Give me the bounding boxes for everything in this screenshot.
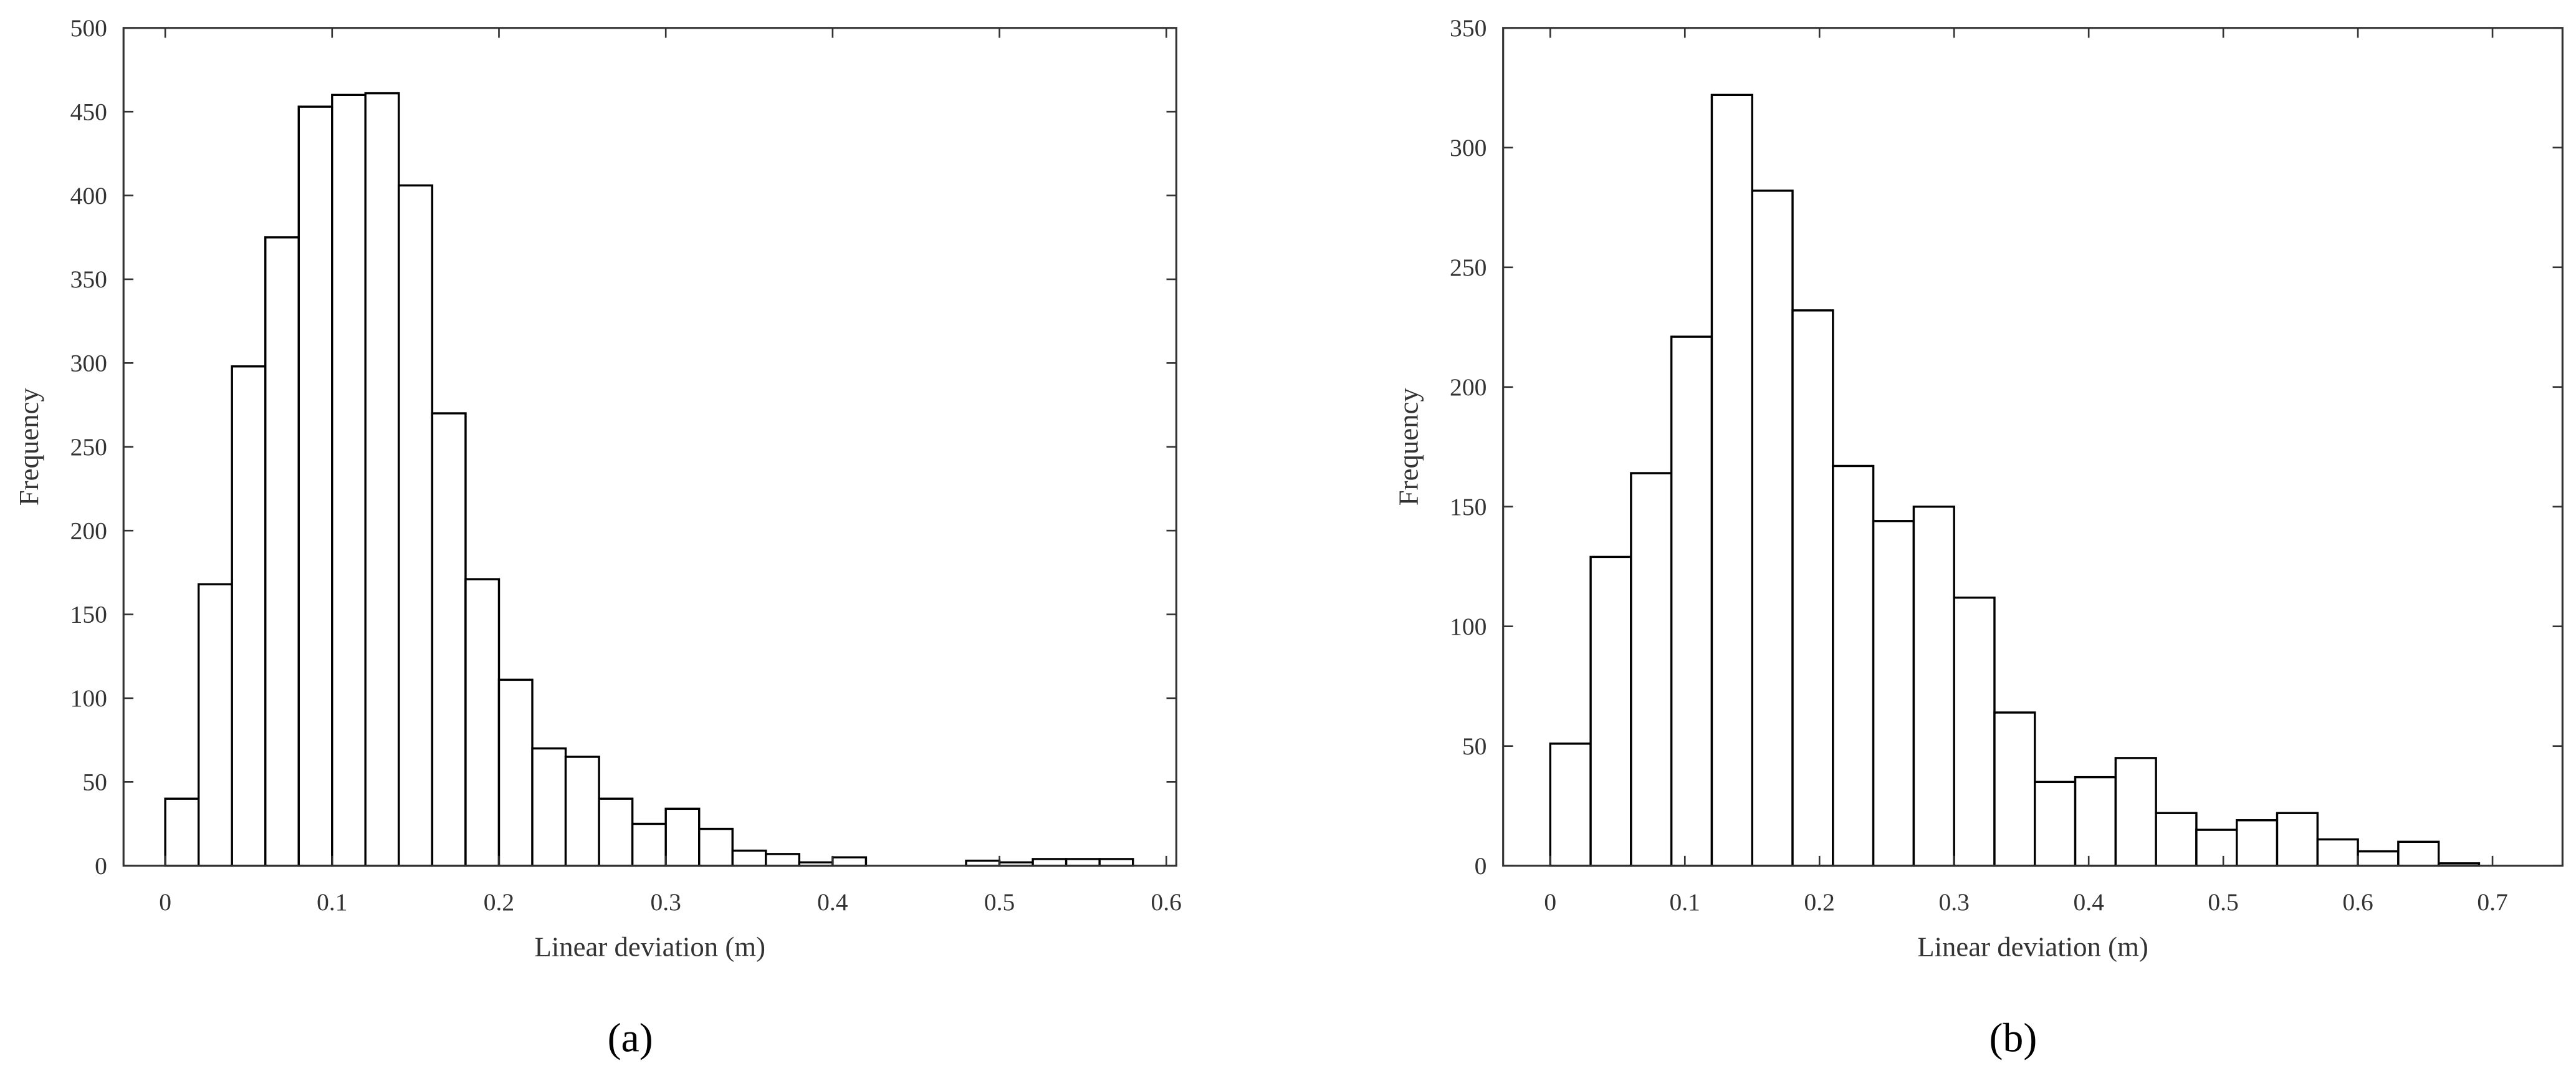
bar <box>1098 858 1134 867</box>
y-tick-label: 100 <box>70 685 107 712</box>
bar <box>2357 850 2400 867</box>
bar <box>1872 520 1915 867</box>
y-tick-label: 300 <box>1450 134 1487 161</box>
bar <box>1953 596 1996 867</box>
y-tick-label: 100 <box>1450 613 1487 640</box>
bar <box>2114 757 2157 867</box>
bar <box>598 797 634 867</box>
x-tick-label: 0.5 <box>2208 888 2238 916</box>
bar <box>631 822 667 867</box>
bar <box>831 856 868 867</box>
bar <box>1751 190 1794 867</box>
y-tick-label: 200 <box>1450 373 1487 401</box>
y-tick-label: 450 <box>70 98 107 125</box>
x-tick-label: 0.6 <box>1151 888 1182 916</box>
caption: (b) <box>1989 1015 2037 1060</box>
bar <box>297 105 333 867</box>
y-axis-label: Frequency <box>1393 388 1424 506</box>
bar <box>765 853 801 867</box>
x-axis-label: Linear deviation (m) <box>1917 931 2148 963</box>
bar <box>431 412 467 867</box>
bar <box>197 583 233 867</box>
x-tick-label: 0.2 <box>1804 888 1835 916</box>
x-tick-label: 0.1 <box>1670 888 1700 916</box>
x-tick-label: 0.6 <box>2342 888 2373 916</box>
y-tick-label: 250 <box>1450 254 1487 281</box>
bar <box>1589 555 1632 867</box>
bar <box>2397 840 2440 867</box>
x-tick-label: 0.4 <box>817 888 848 916</box>
y-axis-label: Frequency <box>13 388 44 506</box>
bar <box>2195 829 2238 867</box>
bar <box>1912 506 1955 867</box>
y-tick-label: 350 <box>70 266 107 293</box>
x-tick-label: 0 <box>159 888 171 916</box>
bar <box>2034 781 2077 867</box>
bar <box>464 578 500 867</box>
y-tick-label: 500 <box>70 14 107 42</box>
x-tick-label: 0.7 <box>2477 888 2507 916</box>
y-tick-label: 0 <box>1475 852 1487 880</box>
x-tick-label: 0.3 <box>1938 888 1969 916</box>
bar <box>398 184 434 867</box>
x-axis-label: Linear deviation (m) <box>534 931 765 963</box>
y-tick-label: 0 <box>95 852 107 880</box>
bar <box>1670 335 1713 867</box>
y-tick-label: 150 <box>1450 493 1487 521</box>
bar <box>2316 838 2359 867</box>
x-tick-label: 0.4 <box>2073 888 2104 916</box>
bar <box>164 797 200 867</box>
bar <box>1993 711 2036 867</box>
bar <box>1832 464 1875 867</box>
y-tick-label: 50 <box>1462 733 1487 760</box>
x-tick-label: 0 <box>1544 888 1556 916</box>
x-tick-label: 0.1 <box>317 888 347 916</box>
bar <box>2155 812 2198 867</box>
bar <box>564 756 600 867</box>
bar <box>531 747 567 867</box>
y-tick-label: 150 <box>70 601 107 628</box>
y-tick-label: 250 <box>70 433 107 461</box>
y-tick-label: 50 <box>82 768 107 795</box>
y-tick-label: 350 <box>1450 14 1487 42</box>
bar <box>1065 858 1101 867</box>
bar <box>2276 812 2319 867</box>
bar <box>2074 776 2117 867</box>
x-tick-label: 0.3 <box>650 888 681 916</box>
y-tick-label: 200 <box>70 517 107 544</box>
x-tick-label: 0.2 <box>484 888 514 916</box>
bar <box>1630 472 1673 867</box>
bar <box>664 807 701 867</box>
bar <box>497 678 534 867</box>
y-tick-label: 400 <box>70 182 107 209</box>
y-tick-label: 300 <box>70 350 107 377</box>
bar <box>1032 858 1068 867</box>
bar <box>364 92 400 867</box>
x-tick-label: 0.5 <box>984 888 1015 916</box>
caption: (a) <box>608 1015 653 1060</box>
bar <box>264 236 300 867</box>
axes-box <box>1502 27 2564 867</box>
bar <box>2235 819 2279 867</box>
bar <box>1710 94 1753 867</box>
bar <box>1549 742 1592 867</box>
bar <box>698 827 734 867</box>
bar <box>1791 309 1834 867</box>
bar <box>731 849 767 867</box>
bar <box>231 365 267 867</box>
bar <box>331 94 367 867</box>
